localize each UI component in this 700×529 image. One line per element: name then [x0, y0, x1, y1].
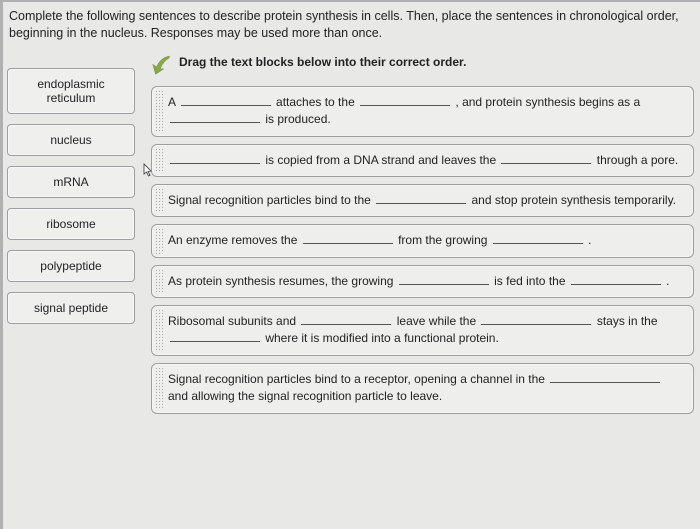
blank[interactable]	[303, 234, 393, 245]
blank[interactable]	[571, 274, 661, 285]
text: Ribosomal subunits and	[168, 314, 299, 328]
term-sidebar: endoplasmic reticulum nucleus mRNA ribos…	[7, 54, 135, 414]
header-row: Drag the text blocks below into their co…	[151, 54, 694, 80]
term-ribosome[interactable]: ribosome	[7, 208, 135, 240]
blank[interactable]	[181, 95, 271, 106]
sentence-list: A attaches to the , and protein synthesi…	[151, 86, 694, 414]
text: leave while the	[393, 314, 479, 328]
text: and stop protein synthesis temporarily.	[468, 193, 676, 207]
text: Signal recognition particles bind to the	[168, 193, 374, 207]
sentence-5[interactable]: As protein synthesis resumes, the growin…	[151, 265, 694, 298]
text: .	[585, 233, 592, 247]
blank[interactable]	[481, 314, 591, 325]
arrow-icon	[151, 54, 173, 80]
text: is copied from a DNA strand and leaves t…	[262, 153, 499, 167]
sentence-2[interactable]: is copied from a DNA strand and leaves t…	[151, 144, 694, 177]
text: through a pore.	[593, 153, 678, 167]
sentence-3[interactable]: Signal recognition particles bind to the…	[151, 184, 694, 217]
term-signal-peptide[interactable]: signal peptide	[7, 292, 135, 324]
text: As protein synthesis resumes, the growin…	[168, 274, 397, 288]
sentence-6[interactable]: Ribosomal subunits and leave while the s…	[151, 305, 694, 356]
text: from the growing	[395, 233, 491, 247]
sentence-1[interactable]: A attaches to the , and protein synthesi…	[151, 86, 694, 137]
main-area: endoplasmic reticulum nucleus mRNA ribos…	[7, 54, 694, 414]
blank[interactable]	[170, 112, 260, 123]
text: Signal recognition particles bind to a r…	[168, 372, 548, 386]
text: and allowing the signal recognition part…	[168, 389, 442, 403]
blank[interactable]	[550, 372, 660, 383]
blank[interactable]	[376, 193, 466, 204]
blank[interactable]	[501, 153, 591, 164]
text: is fed into the	[491, 274, 569, 288]
term-mrna[interactable]: mRNA	[7, 166, 135, 198]
text: stays in the	[593, 314, 657, 328]
text: An enzyme removes the	[168, 233, 301, 247]
blank[interactable]	[170, 153, 260, 164]
blank[interactable]	[170, 332, 260, 343]
term-endoplasmic-reticulum[interactable]: endoplasmic reticulum	[7, 68, 135, 114]
term-polypeptide[interactable]: polypeptide	[7, 250, 135, 282]
sentence-4[interactable]: An enzyme removes the from the growing .	[151, 224, 694, 257]
blank[interactable]	[301, 314, 391, 325]
blank[interactable]	[399, 274, 489, 285]
text: .	[663, 274, 670, 288]
instructions-text: Complete the following sentences to desc…	[7, 8, 694, 42]
content-area: Drag the text blocks below into their co…	[151, 54, 694, 414]
term-nucleus[interactable]: nucleus	[7, 124, 135, 156]
text: attaches to the	[273, 95, 358, 109]
text: , and protein synthesis begins as a	[452, 95, 640, 109]
text: where it is modified into a functional p…	[262, 331, 499, 345]
text: is produced.	[262, 112, 331, 126]
blank[interactable]	[360, 95, 450, 106]
sentence-7[interactable]: Signal recognition particles bind to a r…	[151, 363, 694, 414]
blank[interactable]	[493, 234, 583, 245]
text: A	[168, 95, 179, 109]
header-text: Drag the text blocks below into their co…	[179, 54, 466, 69]
